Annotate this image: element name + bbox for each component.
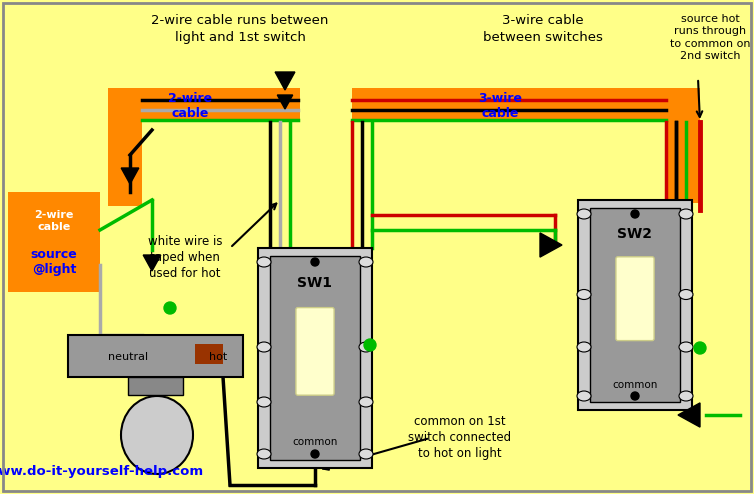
Ellipse shape (257, 257, 271, 267)
Ellipse shape (679, 289, 693, 299)
Circle shape (311, 450, 319, 458)
Polygon shape (678, 403, 700, 427)
Text: 3-wire cable
between switches: 3-wire cable between switches (483, 14, 603, 43)
Text: white wire is
taped when
used for hot: white wire is taped when used for hot (148, 235, 222, 280)
Ellipse shape (359, 257, 373, 267)
Circle shape (694, 342, 706, 354)
Text: common on 1st
switch connected
to hot on light: common on 1st switch connected to hot on… (409, 415, 511, 460)
Circle shape (311, 258, 319, 266)
FancyBboxPatch shape (195, 344, 223, 364)
FancyBboxPatch shape (258, 248, 372, 468)
Ellipse shape (359, 449, 373, 459)
Polygon shape (275, 72, 295, 90)
FancyBboxPatch shape (296, 308, 334, 395)
Text: 3-wire
cable: 3-wire cable (478, 92, 522, 120)
Text: neutral: neutral (108, 352, 148, 362)
Ellipse shape (359, 397, 373, 407)
FancyBboxPatch shape (108, 88, 300, 122)
Text: SW1: SW1 (298, 276, 333, 290)
Polygon shape (121, 168, 139, 184)
Ellipse shape (257, 449, 271, 459)
Polygon shape (143, 255, 161, 271)
Ellipse shape (359, 342, 373, 352)
FancyBboxPatch shape (270, 256, 360, 460)
Ellipse shape (577, 209, 591, 219)
Text: SW2: SW2 (618, 227, 652, 241)
Ellipse shape (577, 391, 591, 401)
Circle shape (631, 392, 639, 400)
FancyBboxPatch shape (666, 88, 700, 203)
FancyBboxPatch shape (590, 208, 680, 402)
Ellipse shape (577, 289, 591, 299)
Text: 2-wire
cable: 2-wire cable (168, 92, 212, 120)
Ellipse shape (679, 209, 693, 219)
Ellipse shape (679, 391, 693, 401)
Polygon shape (540, 233, 562, 257)
Ellipse shape (257, 342, 271, 352)
Text: source
@light: source @light (31, 248, 78, 276)
Text: www.do-it-yourself-help.com: www.do-it-yourself-help.com (0, 465, 204, 478)
Text: common: common (293, 437, 338, 447)
Ellipse shape (577, 342, 591, 352)
FancyBboxPatch shape (108, 88, 142, 206)
FancyBboxPatch shape (68, 335, 243, 377)
Ellipse shape (257, 397, 271, 407)
Text: hot: hot (209, 352, 227, 362)
Text: source hot
runs through
to common on
2nd switch: source hot runs through to common on 2nd… (670, 14, 750, 61)
Text: 2-wire
cable: 2-wire cable (35, 210, 74, 232)
Ellipse shape (121, 396, 193, 474)
Circle shape (364, 339, 376, 351)
Text: common: common (612, 380, 657, 390)
Ellipse shape (679, 342, 693, 352)
FancyBboxPatch shape (128, 377, 183, 395)
Circle shape (631, 210, 639, 218)
FancyBboxPatch shape (616, 257, 654, 340)
FancyBboxPatch shape (8, 192, 100, 292)
FancyBboxPatch shape (578, 200, 692, 410)
Circle shape (164, 302, 176, 314)
FancyBboxPatch shape (352, 88, 700, 122)
Text: 2-wire cable runs between
light and 1st switch: 2-wire cable runs between light and 1st … (152, 14, 329, 43)
Polygon shape (277, 95, 293, 109)
